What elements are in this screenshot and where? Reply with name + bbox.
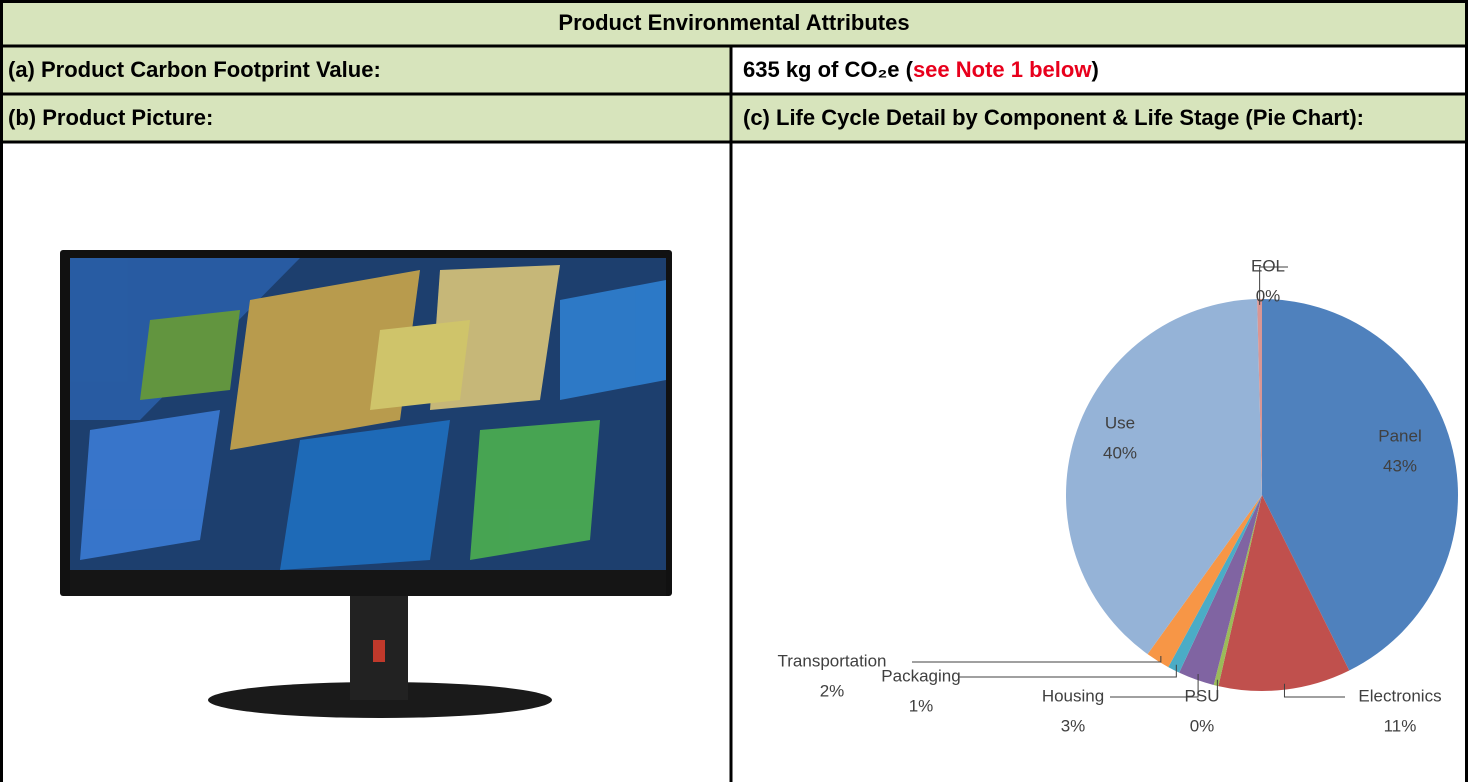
value-text: 635 kg of CO₂e ( (743, 57, 913, 82)
slice-label: Electronics (1358, 686, 1441, 705)
slice-value: 1% (909, 696, 934, 715)
leader-line (1283, 683, 1345, 698)
pie-slice (1168, 495, 1262, 673)
slice-value: 0% (1190, 716, 1215, 735)
slice-value: 40% (1103, 443, 1137, 462)
slice-label: Panel (1378, 426, 1421, 445)
slice-label: Use (1105, 413, 1135, 432)
slice-value: 11% (1384, 716, 1417, 735)
leader-line (1110, 674, 1199, 698)
leader-line (1259, 266, 1288, 305)
note-link: see Note 1 below (912, 57, 1092, 82)
table-title: Product Environmental Attributes (558, 10, 910, 35)
row-label: (c) Life Cycle Detail by Component & Lif… (743, 105, 1364, 130)
pie-slice (1213, 495, 1262, 687)
row-value: 635 kg of CO₂e (see Note 1 below) (731, 46, 1468, 94)
slice-label: PSU (1185, 686, 1220, 705)
row-label: (a) Product Carbon Footprint Value: (8, 57, 381, 82)
slice-label: Housing (1042, 686, 1104, 705)
slice-label: EOL (1251, 256, 1285, 275)
pie-slice (1179, 495, 1262, 685)
slice-label: Packaging (881, 666, 960, 685)
slice-value: 3% (1061, 716, 1086, 735)
row-label: (b) Product Picture: (8, 105, 214, 130)
pie-slice (1147, 495, 1262, 668)
slice-label: Transportation (778, 651, 887, 670)
pie-slice (1066, 299, 1262, 655)
pie-slice (1262, 299, 1458, 671)
leader-line (958, 664, 1177, 678)
monitor-picture (60, 250, 672, 718)
slice-value: 2% (820, 681, 845, 700)
header-bg (0, 0, 1468, 46)
slice-value: 43% (1383, 456, 1417, 475)
value-text: ) (1091, 57, 1099, 82)
pie-slice (1218, 495, 1350, 691)
label-bg (731, 94, 1468, 142)
leader-line (1216, 679, 1218, 698)
slice-value: 0% (1256, 286, 1281, 305)
pie-slice (1257, 299, 1262, 495)
leader-line (912, 655, 1162, 663)
